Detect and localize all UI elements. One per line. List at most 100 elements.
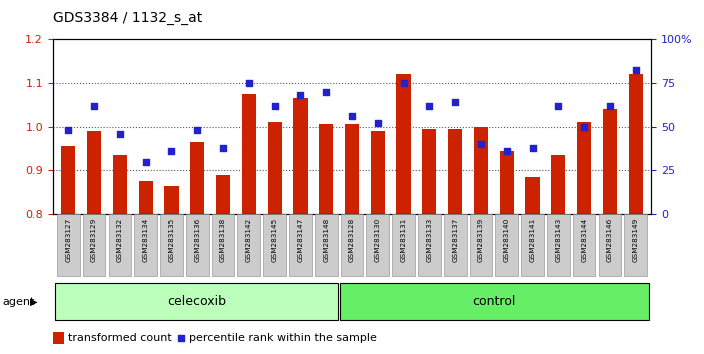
Text: celecoxib: celecoxib <box>168 295 226 308</box>
Text: ▶: ▶ <box>30 297 37 307</box>
Text: GSM283134: GSM283134 <box>143 217 149 262</box>
Text: GSM283128: GSM283128 <box>349 217 355 262</box>
Bar <box>268 122 282 354</box>
Bar <box>371 131 385 354</box>
Bar <box>577 122 591 354</box>
FancyBboxPatch shape <box>521 214 544 276</box>
Point <box>166 148 177 154</box>
Point <box>140 159 151 164</box>
Point <box>218 145 229 150</box>
Point <box>320 89 332 95</box>
Text: control: control <box>472 295 516 308</box>
FancyBboxPatch shape <box>108 214 131 276</box>
FancyBboxPatch shape <box>186 214 208 276</box>
Text: GSM283133: GSM283133 <box>427 217 432 262</box>
Point <box>346 113 358 119</box>
Text: GSM283146: GSM283146 <box>607 217 613 262</box>
FancyBboxPatch shape <box>56 284 338 320</box>
Point <box>191 127 203 133</box>
Bar <box>525 177 540 354</box>
FancyBboxPatch shape <box>624 214 647 276</box>
Text: GSM283136: GSM283136 <box>194 217 200 262</box>
Bar <box>474 126 488 354</box>
Point <box>604 103 615 108</box>
Bar <box>319 124 333 354</box>
Text: GSM283130: GSM283130 <box>375 217 381 262</box>
FancyBboxPatch shape <box>212 214 234 276</box>
Text: GSM283138: GSM283138 <box>220 217 226 262</box>
Point <box>63 127 74 133</box>
Point <box>630 68 641 73</box>
FancyBboxPatch shape <box>340 284 648 320</box>
Point <box>450 99 461 105</box>
Point <box>501 148 513 154</box>
FancyBboxPatch shape <box>418 214 441 276</box>
Text: GSM283127: GSM283127 <box>65 217 71 262</box>
FancyBboxPatch shape <box>57 214 80 276</box>
Bar <box>500 151 514 354</box>
Bar <box>190 142 204 354</box>
FancyBboxPatch shape <box>547 214 570 276</box>
Text: GDS3384 / 1132_s_at: GDS3384 / 1132_s_at <box>53 11 202 25</box>
Text: GSM283137: GSM283137 <box>452 217 458 262</box>
FancyBboxPatch shape <box>367 214 389 276</box>
Bar <box>87 131 101 354</box>
Bar <box>551 155 565 354</box>
Bar <box>164 186 179 354</box>
FancyBboxPatch shape <box>392 214 415 276</box>
FancyBboxPatch shape <box>263 214 286 276</box>
FancyBboxPatch shape <box>598 214 621 276</box>
Point <box>114 131 125 136</box>
Text: GSM283147: GSM283147 <box>297 217 303 262</box>
Text: GSM283140: GSM283140 <box>504 217 510 262</box>
Bar <box>61 146 75 354</box>
Bar <box>345 124 359 354</box>
Text: transformed count: transformed count <box>68 333 172 343</box>
Text: percentile rank within the sample: percentile rank within the sample <box>189 333 377 343</box>
Point <box>295 92 306 98</box>
Point <box>372 120 384 126</box>
Bar <box>139 181 153 354</box>
Bar <box>53 332 63 344</box>
Bar <box>241 94 256 354</box>
Point <box>424 103 435 108</box>
Text: GSM283131: GSM283131 <box>401 217 407 262</box>
FancyBboxPatch shape <box>160 214 183 276</box>
Point <box>475 141 486 147</box>
Text: GSM283143: GSM283143 <box>555 217 561 262</box>
Text: GSM283142: GSM283142 <box>246 217 252 262</box>
Point <box>243 80 254 86</box>
Bar <box>216 175 230 354</box>
Text: GSM283149: GSM283149 <box>633 217 639 262</box>
Bar <box>629 74 643 354</box>
FancyBboxPatch shape <box>341 214 363 276</box>
Point <box>269 103 280 108</box>
FancyBboxPatch shape <box>496 214 518 276</box>
Text: GSM283129: GSM283129 <box>91 217 97 262</box>
Point <box>176 335 187 341</box>
Bar <box>113 155 127 354</box>
Text: GSM283144: GSM283144 <box>581 217 587 262</box>
Text: GSM283139: GSM283139 <box>478 217 484 262</box>
FancyBboxPatch shape <box>315 214 337 276</box>
FancyBboxPatch shape <box>134 214 157 276</box>
Bar <box>448 129 463 354</box>
FancyBboxPatch shape <box>470 214 492 276</box>
Point <box>553 103 564 108</box>
Point <box>89 103 100 108</box>
Text: agent: agent <box>2 297 34 307</box>
FancyBboxPatch shape <box>289 214 312 276</box>
FancyBboxPatch shape <box>83 214 106 276</box>
Point <box>398 80 409 86</box>
Bar <box>294 98 308 354</box>
FancyBboxPatch shape <box>444 214 467 276</box>
Text: GSM283141: GSM283141 <box>529 217 536 262</box>
Text: GSM283132: GSM283132 <box>117 217 123 262</box>
Bar <box>422 129 436 354</box>
Point <box>527 145 538 150</box>
Text: GSM283135: GSM283135 <box>168 217 175 262</box>
Text: GSM283148: GSM283148 <box>323 217 329 262</box>
Point <box>579 124 590 130</box>
Text: GSM283145: GSM283145 <box>272 217 277 262</box>
FancyBboxPatch shape <box>573 214 596 276</box>
